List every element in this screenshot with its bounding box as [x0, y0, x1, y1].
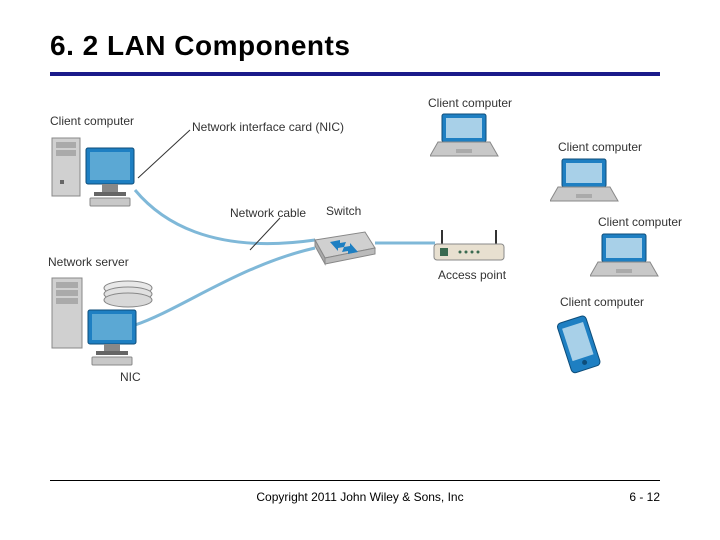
laptop-icon: [430, 110, 500, 160]
laptop-icon: [550, 155, 620, 205]
nic-bottom-label: NIC: [120, 370, 141, 384]
slide-title: 6. 2 LAN Components: [50, 30, 350, 62]
cable-server-switch: [135, 248, 315, 325]
title-underline: [50, 72, 660, 76]
switch-label: Switch: [326, 204, 361, 218]
nic-pointer-line: [138, 130, 190, 178]
laptop1-label: Client computer: [428, 96, 512, 110]
client-desktop-node: [50, 130, 145, 215]
nic-label: Network interface card (NIC): [192, 120, 344, 134]
client-desktop-label: Client computer: [50, 114, 134, 128]
laptop4-label: Client computer: [560, 295, 644, 309]
server-node: [50, 270, 160, 375]
copyright-text: Copyright 2011 John Wiley & Sons, Inc: [0, 490, 720, 504]
laptop4-node: [550, 310, 610, 385]
access-point-label: Access point: [438, 268, 506, 282]
laptop3-label: Client computer: [598, 215, 682, 229]
laptop2-label: Client computer: [558, 140, 642, 154]
switch-node: [310, 220, 380, 275]
laptop-icon: [590, 230, 660, 280]
phone-icon: [550, 310, 610, 380]
access-point-icon: [430, 228, 508, 268]
page-number: 6 - 12: [629, 490, 660, 504]
server-label: Network server: [48, 255, 129, 269]
laptop3-node: [590, 230, 660, 285]
network-cable-label: Network cable: [230, 206, 306, 220]
lan-diagram: Client computer Network interface card (…: [30, 100, 690, 420]
server-icon: [50, 270, 160, 370]
switch-icon: [310, 220, 380, 270]
laptop1-node: [430, 110, 500, 165]
access-point-node: [430, 228, 508, 273]
laptop2-node: [550, 155, 620, 210]
footer-divider: [50, 480, 660, 481]
desktop-icon: [50, 130, 145, 210]
cable-pointer-line: [250, 218, 280, 250]
